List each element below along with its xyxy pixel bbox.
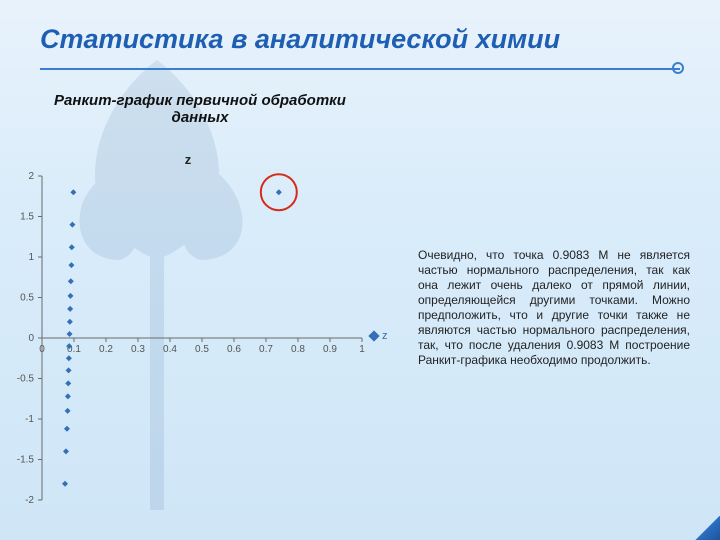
corner-decoration — [692, 516, 720, 540]
svg-text:1: 1 — [28, 252, 34, 263]
svg-text:-1.5: -1.5 — [17, 455, 35, 466]
chart-axis-label: z — [8, 152, 368, 167]
chart-axis-label-text: z — [185, 152, 192, 167]
legend-marker-icon — [368, 330, 379, 341]
svg-text:0.2: 0.2 — [99, 344, 113, 355]
svg-text:1.5: 1.5 — [20, 212, 34, 223]
svg-text:1: 1 — [359, 344, 365, 355]
svg-text:0.4: 0.4 — [163, 344, 177, 355]
chart-legend: z — [370, 330, 388, 342]
chart-svg: 00.10.20.30.40.50.60.70.80.91-2-1.5-1-0.… — [8, 170, 398, 520]
svg-text:0.3: 0.3 — [131, 344, 145, 355]
title-divider — [40, 68, 680, 70]
svg-text:-2: -2 — [25, 495, 34, 506]
chart-section-title: Ранкит-график первичной обработки данных — [30, 92, 370, 126]
svg-text:0.6: 0.6 — [227, 344, 241, 355]
svg-text:0: 0 — [39, 344, 45, 355]
svg-text:-1: -1 — [25, 414, 34, 425]
svg-text:-0.5: -0.5 — [17, 374, 35, 385]
explanation-text-content: Очевидно, что точка 0.9083 М не является… — [418, 248, 690, 367]
page-title: Статистика в аналитической химии — [40, 24, 560, 55]
rankit-chart: z 00.10.20.30.40.50.60.70.80.91-2-1.5-1-… — [8, 170, 398, 520]
svg-text:2: 2 — [28, 171, 34, 182]
page-title-text: Статистика в аналитической химии — [40, 24, 560, 54]
explanation-text: Очевидно, что точка 0.9083 М не является… — [418, 248, 690, 368]
svg-text:0.5: 0.5 — [20, 293, 34, 304]
chart-section-title-text: Ранкит-график первичной обработки данных — [54, 92, 346, 126]
legend-label: z — [382, 330, 388, 342]
svg-text:0.7: 0.7 — [259, 344, 273, 355]
title-divider-dot — [672, 62, 684, 74]
svg-text:0.5: 0.5 — [195, 344, 209, 355]
svg-text:0.9: 0.9 — [323, 344, 337, 355]
svg-text:0: 0 — [28, 333, 34, 344]
svg-text:0.8: 0.8 — [291, 344, 305, 355]
